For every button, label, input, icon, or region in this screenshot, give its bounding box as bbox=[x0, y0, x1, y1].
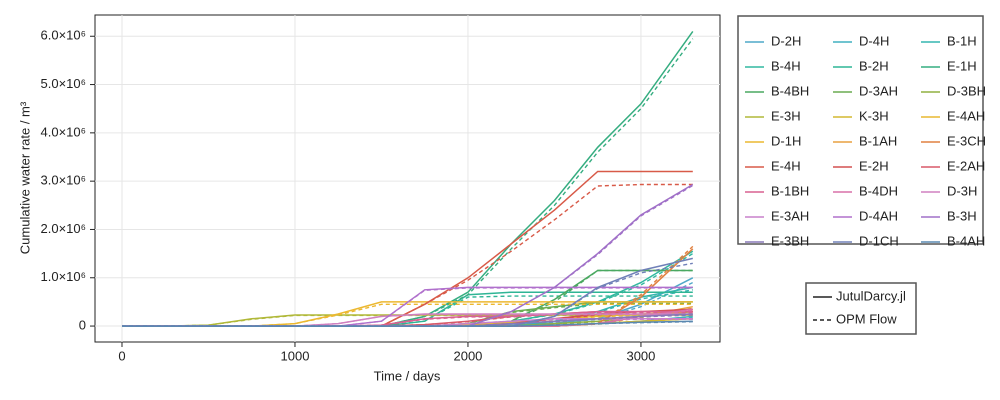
style-label: JutulDarcy.jl bbox=[836, 288, 906, 303]
legend-label: E-2H bbox=[859, 158, 889, 173]
legend-label: D-1H bbox=[771, 133, 801, 148]
legend-label: K-3H bbox=[859, 108, 889, 123]
legend-box bbox=[737, 15, 984, 245]
legend-label: D-1CH bbox=[859, 233, 899, 248]
y-tick-label: 3.0×10⁶ bbox=[41, 173, 86, 188]
legend-label: D-4H bbox=[859, 33, 889, 48]
legend-label: D-3H bbox=[947, 183, 977, 198]
legend-label: B-1H bbox=[947, 33, 977, 48]
legend-label: B-1AH bbox=[859, 133, 897, 148]
legend-label: D-3AH bbox=[859, 83, 898, 98]
legend-label: B-4BH bbox=[771, 83, 809, 98]
legend-label: E-4AH bbox=[947, 108, 985, 123]
y-tick-label: 1.0×10⁶ bbox=[41, 269, 86, 284]
x-tick-label: 3000 bbox=[626, 348, 655, 363]
style-legend-box bbox=[805, 282, 917, 335]
x-axis-label: Time / days bbox=[374, 368, 441, 383]
style-label: OPM Flow bbox=[836, 311, 897, 326]
legend-label: D-2H bbox=[771, 33, 801, 48]
legend-label: E-3H bbox=[771, 108, 801, 123]
legend-label: B-2H bbox=[859, 58, 889, 73]
legend-label: B-4AH bbox=[947, 233, 985, 248]
y-tick-label: 5.0×10⁶ bbox=[41, 76, 86, 91]
legend-label: E-1H bbox=[947, 58, 977, 73]
line-jutul bbox=[122, 320, 693, 327]
line-jutul bbox=[122, 30, 694, 327]
line-opm bbox=[122, 184, 694, 327]
legend-label: D-3BH bbox=[947, 83, 986, 98]
y-tick-label: 6.0×10⁶ bbox=[41, 28, 86, 43]
x-tick-label: 2000 bbox=[453, 348, 482, 363]
x-tick-label: 0 bbox=[118, 348, 125, 363]
legend-label: B-4H bbox=[771, 58, 801, 73]
legend-label: E-4H bbox=[771, 158, 801, 173]
legend-label: E-3BH bbox=[771, 233, 809, 248]
legend-label: E-3CH bbox=[947, 133, 986, 148]
legend-label: B-3H bbox=[947, 208, 977, 223]
legend-label: D-4AH bbox=[859, 208, 898, 223]
plot-frame bbox=[94, 14, 721, 343]
y-tick-label: 4.0×10⁶ bbox=[41, 124, 86, 139]
legend-label: B-1BH bbox=[771, 183, 809, 198]
x-tick-label: 1000 bbox=[281, 348, 310, 363]
y-tick-label: 0 bbox=[79, 317, 86, 332]
legend-label: B-4DH bbox=[859, 183, 898, 198]
legend-label: E-2AH bbox=[947, 158, 985, 173]
legend-label: E-3AH bbox=[771, 208, 809, 223]
y-axis-label: Cumulative water rate / m³ bbox=[17, 101, 32, 254]
y-tick-label: 2.0×10⁶ bbox=[41, 221, 86, 236]
